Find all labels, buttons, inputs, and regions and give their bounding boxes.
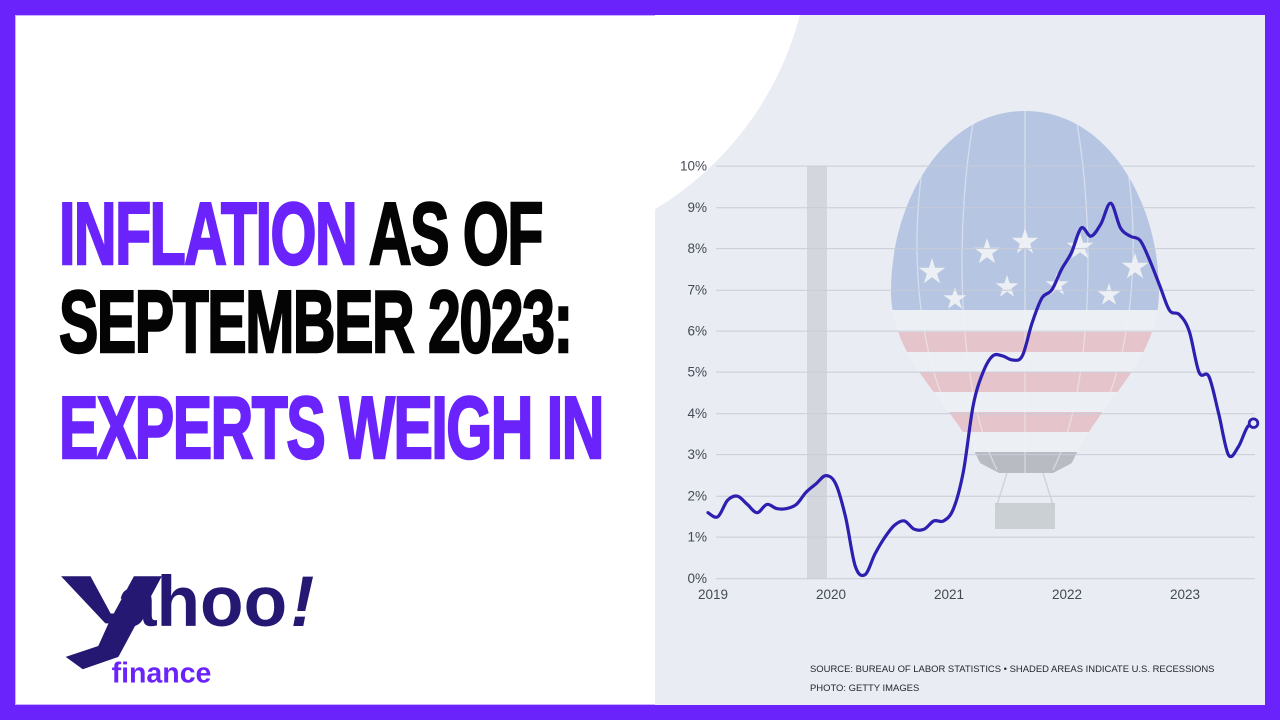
svg-text:2022: 2022 <box>1052 587 1082 602</box>
svg-text:10%: 10% <box>680 159 707 174</box>
svg-text:5%: 5% <box>687 365 707 380</box>
svg-text:PHOTO: GETTY IMAGES: PHOTO: GETTY IMAGES <box>810 683 919 694</box>
svg-text:!: ! <box>290 567 314 642</box>
svg-text:2023: 2023 <box>1170 587 1200 602</box>
svg-text:9%: 9% <box>687 200 707 215</box>
svg-text:7%: 7% <box>687 283 707 298</box>
svg-text:2020: 2020 <box>816 587 846 602</box>
svg-text:finance: finance <box>112 657 212 689</box>
svg-text:2%: 2% <box>687 489 707 504</box>
svg-text:SOURCE: BUREAU OF LABOR STATIS: SOURCE: BUREAU OF LABOR STATISTICS • SHA… <box>810 664 1214 675</box>
svg-text:ahoo: ahoo <box>117 567 287 642</box>
svg-text:4%: 4% <box>687 406 707 421</box>
svg-text:1%: 1% <box>687 530 707 545</box>
svg-text:2021: 2021 <box>934 587 964 602</box>
svg-text:8%: 8% <box>687 241 707 256</box>
svg-text:0%: 0% <box>687 571 707 586</box>
svg-text:2019: 2019 <box>698 587 728 602</box>
svg-text:6%: 6% <box>687 324 707 339</box>
svg-text:3%: 3% <box>687 447 707 462</box>
